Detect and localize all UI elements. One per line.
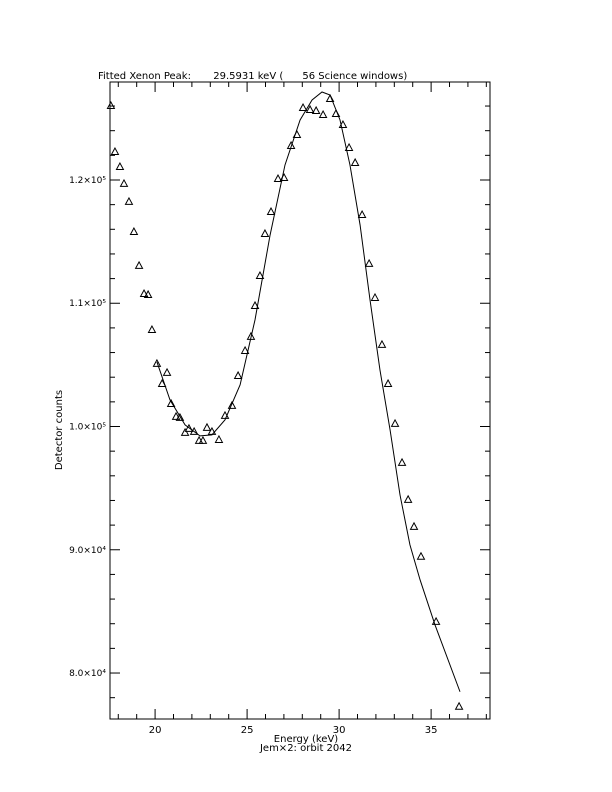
data-point — [171, 411, 181, 420]
data-point — [106, 100, 116, 110]
data-point — [383, 378, 393, 387]
data-point — [255, 270, 265, 280]
data-point — [180, 427, 190, 436]
chart-title: Fitted Xenon Peak: 29.5931 keV ( 56 Scie… — [98, 71, 407, 82]
y-tick-label: 1.1×10⁵ — [69, 299, 106, 309]
data-point — [240, 345, 250, 354]
data-point — [409, 521, 419, 530]
data-point — [266, 206, 276, 216]
data-point — [390, 418, 400, 427]
data-point — [115, 161, 125, 171]
fit-line — [156, 91, 461, 692]
data-point — [214, 434, 224, 443]
data-point — [198, 435, 208, 444]
data-point — [364, 258, 374, 267]
y-tick-label: 8.0×10⁴ — [69, 669, 106, 679]
data-point — [416, 551, 426, 560]
data-point — [166, 398, 176, 407]
plot-frame — [109, 81, 491, 720]
data-point — [250, 300, 260, 309]
data-point — [124, 196, 134, 205]
data-point — [147, 324, 157, 333]
x-tick-label: 30 — [333, 725, 346, 736]
data-point — [305, 104, 315, 113]
x-tick-label: 35 — [425, 725, 438, 736]
data-point — [403, 494, 413, 503]
data-point — [175, 412, 185, 421]
data-point — [227, 400, 237, 409]
data-point — [454, 701, 464, 710]
data-point — [129, 226, 139, 236]
data-point — [143, 289, 153, 298]
data-point — [134, 260, 144, 269]
data-point — [260, 228, 270, 237]
data-point — [139, 288, 149, 298]
data-point — [110, 146, 120, 156]
data-point — [298, 102, 308, 112]
data-point — [357, 209, 367, 218]
data-point — [152, 358, 162, 367]
data-point — [311, 105, 321, 114]
data-point — [202, 422, 212, 431]
x-axis-label: Energy (keV) — [274, 734, 339, 745]
y-tick-label: 9.0×10⁴ — [69, 546, 106, 556]
y-tick-label: 1.0×10⁵ — [69, 423, 106, 433]
subtitle: Jem×2: orbit 2042 — [259, 743, 352, 754]
data-point — [273, 173, 283, 183]
x-tick-label: 25 — [241, 725, 254, 736]
data-point — [119, 178, 129, 187]
data-point — [162, 367, 172, 376]
data-point — [350, 157, 360, 166]
data-point — [377, 339, 387, 348]
data-point — [286, 140, 296, 149]
data-point — [318, 109, 328, 119]
data-point — [344, 142, 354, 151]
data-point — [431, 616, 441, 625]
y-axis-label: Detector counts — [54, 390, 65, 470]
data-point — [397, 457, 407, 466]
data-point — [189, 426, 199, 435]
y-tick-label: 1.2×10⁵ — [69, 176, 106, 186]
x-tick-label: 20 — [149, 725, 162, 736]
data-point — [370, 292, 380, 301]
data-point — [184, 423, 194, 432]
data-point — [233, 370, 243, 379]
